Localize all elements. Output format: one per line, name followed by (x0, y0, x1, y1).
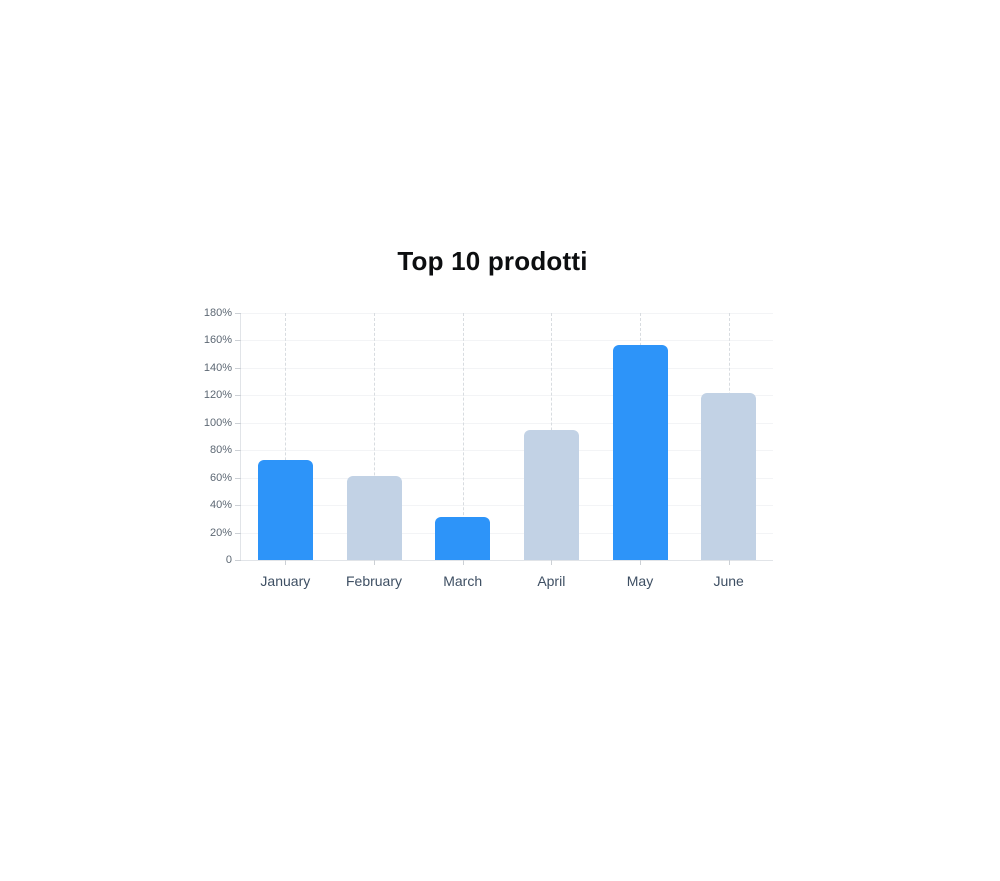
y-axis-tick-label: 140% (203, 361, 232, 374)
x-axis-category-label: March (443, 573, 483, 589)
x-axis-category-label: January (260, 573, 311, 589)
y-axis-tick-label: 80% (209, 444, 232, 457)
y-axis-tick (235, 340, 241, 342)
horizontal-gridline (241, 532, 773, 534)
horizontal-gridline (241, 313, 773, 314)
y-axis-tick (235, 367, 241, 369)
bar-april[interactable] (523, 429, 579, 560)
x-axis-category-label: June (713, 573, 744, 589)
x-axis-category-label: April (537, 573, 566, 589)
y-axis-tick-label: 120% (203, 389, 232, 402)
x-axis-tick (285, 560, 287, 565)
bar-march[interactable] (435, 517, 491, 560)
bar-january[interactable] (257, 459, 313, 560)
x-axis-tick (374, 560, 375, 565)
y-axis-tick-label: 40% (209, 499, 232, 512)
x-axis-tick (728, 560, 730, 565)
y-axis-tick (235, 477, 241, 479)
horizontal-gridline (241, 367, 773, 369)
bar-chart-plot-area: 180% 160% 140% 120% 100% 80% 60% 40% 20% 0 January… (204, 307, 773, 589)
y-axis-tick (235, 560, 241, 561)
horizontal-gridline (241, 340, 773, 342)
vertical-dashed-gridline (285, 313, 287, 560)
y-axis-tick (235, 313, 241, 314)
y-axis-tick-label: 100% (203, 416, 232, 429)
horizontal-gridline (241, 505, 773, 507)
vertical-dashed-gridline (374, 313, 375, 560)
y-axis-tick (235, 532, 241, 534)
bar-june[interactable] (701, 392, 757, 560)
bar-may[interactable] (612, 344, 668, 560)
y-axis-tick (235, 505, 241, 507)
x-axis-tick (462, 560, 464, 565)
y-axis-tick-label: 60% (209, 471, 232, 484)
chart-title: Top 10 prodotti (397, 246, 588, 276)
y-axis-tick-label: 0 (225, 554, 232, 566)
x-axis-category-label: May (626, 573, 654, 589)
x-axis-tick (551, 560, 553, 565)
vertical-dashed-gridline (462, 313, 464, 560)
horizontal-gridline (241, 450, 773, 452)
y-axis-tick (235, 395, 241, 397)
bar-february[interactable] (346, 476, 402, 560)
horizontal-gridline (241, 422, 773, 424)
x-axis-category-label: February (345, 573, 403, 589)
y-axis-tick-label: 160% (203, 334, 232, 347)
x-axis-tick (640, 560, 641, 565)
y-axis-tick-label: 20% (209, 526, 232, 539)
horizontal-gridline (241, 395, 773, 397)
y-axis-tick (235, 450, 241, 452)
horizontal-gridline (241, 477, 773, 479)
y-axis-tick-label: 180% (203, 307, 232, 319)
y-axis-tick (235, 422, 241, 424)
